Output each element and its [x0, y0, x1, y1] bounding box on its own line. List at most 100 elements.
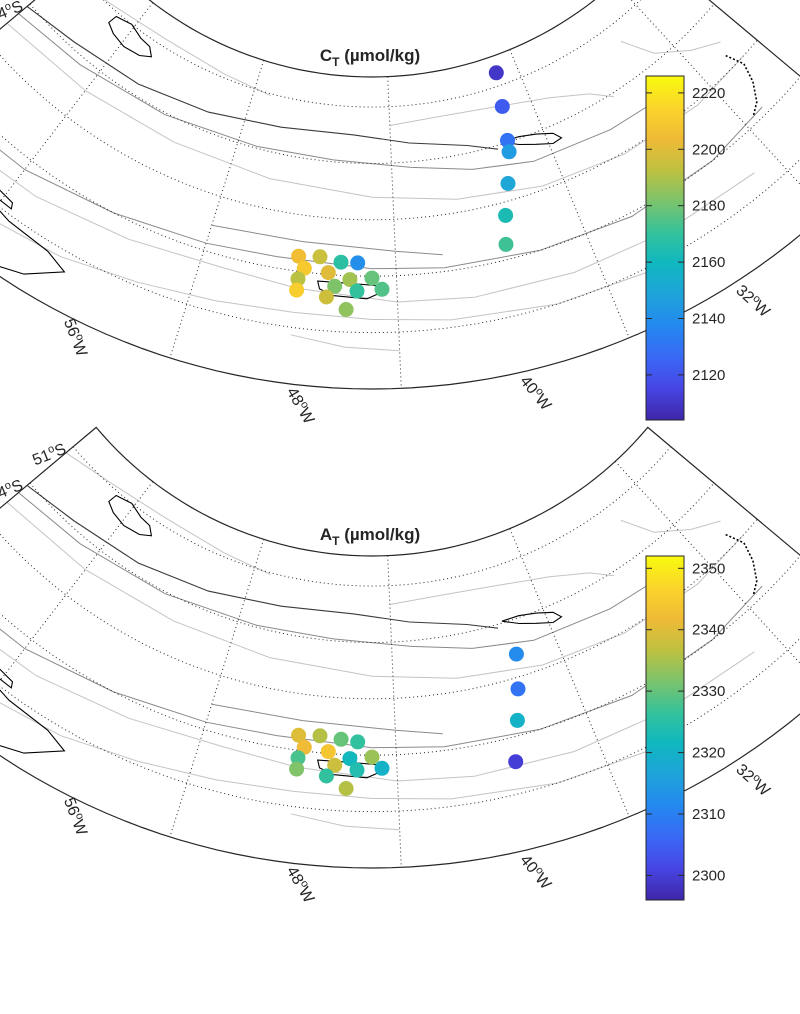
station-marker [289, 282, 305, 298]
longitude-gridline [0, 2, 154, 203]
longitude-label: 40oW [516, 851, 556, 894]
station-marker [364, 270, 380, 286]
bathymetry-contour [18, 492, 664, 649]
latitude-labels: 51oS54oS57oS60oS63oS66oS [0, 441, 69, 506]
longitude-gridline [0, 481, 154, 682]
colorbar-tick-label: 2320 [692, 745, 725, 762]
station-marker [312, 249, 328, 265]
colorbar-tick-label: 2120 [692, 367, 725, 384]
station-marker [289, 761, 305, 777]
colorbar-tick-label: 2330 [692, 683, 725, 700]
station-marker [349, 762, 365, 778]
latitude-gridline [29, 482, 715, 644]
station-marker [349, 283, 365, 299]
station-marker [320, 265, 336, 281]
latitude-gridline [102, 0, 642, 108]
antarctic-peninsula [0, 210, 66, 275]
colorbar-tick-label: 2350 [692, 560, 725, 577]
station-marker [374, 281, 390, 297]
south-georgia [501, 132, 563, 146]
longitude-label: 32oW [732, 760, 774, 801]
bathymetry-contour [0, 169, 755, 303]
bathymetry-contour [65, 452, 271, 576]
south-sandwich-islands [725, 533, 758, 595]
colorbar-tick-label: 2200 [692, 141, 725, 158]
antarctic-peninsula [0, 689, 66, 754]
longitude-label: 32oW [732, 281, 774, 322]
south-shetland-islands [0, 668, 14, 689]
station-marker [291, 248, 307, 264]
station-marker [498, 236, 514, 252]
colorbar: 2300 2310 2320 2330 2340 2350 [645, 555, 725, 901]
station-marker [338, 781, 354, 796]
panel-title: CT (µmol/kg) [320, 46, 420, 69]
station-marker [501, 144, 517, 160]
longitude-gridline [169, 60, 265, 359]
map-panel-at: AT (µmol/kg) 51oS54oS57oS60oS63oS66oS 64… [0, 426, 800, 907]
longitude-label: 40oW [516, 372, 556, 415]
colorbar-tick-label: 2300 [692, 867, 725, 884]
falkland-islands [108, 494, 153, 537]
station-marker [510, 681, 526, 697]
station-marker [364, 749, 380, 765]
longitude-gridline [509, 49, 630, 338]
station-marker [333, 254, 349, 270]
longitude-gridline [169, 539, 265, 838]
station-marker [318, 768, 334, 784]
bathymetry-contour [290, 334, 400, 352]
longitude-gridline [614, 461, 800, 664]
station-marker [320, 744, 336, 760]
station-marker [342, 751, 358, 767]
latitude-gridline [72, 446, 672, 587]
longitude-label: 56oW [60, 795, 92, 839]
station-marker [374, 760, 390, 776]
colorbar-tick-label: 2220 [692, 85, 725, 102]
station-marker [290, 750, 306, 766]
latitude-label: 54oS [0, 475, 25, 506]
map-panel-ct: CT (µmol/kg) 51oS54oS57oS60oS63oS66oS 64… [0, 0, 800, 428]
bathymetry-contour [620, 519, 721, 533]
bathymetry-contour [620, 40, 721, 54]
latitude-label: 54oS [0, 0, 25, 27]
longitude-label: 48oW [283, 384, 319, 428]
station-marker [508, 646, 524, 662]
latitude-gridline [29, 3, 715, 165]
bathymetry-contour [211, 224, 443, 256]
latitude-gridline [0, 39, 758, 221]
map-frame [0, 426, 800, 869]
station-marker [500, 176, 516, 191]
bathymetry-contour [0, 223, 660, 321]
station-marker [318, 289, 334, 305]
bathymetry-contour [290, 813, 400, 831]
map-frame [0, 0, 800, 390]
station-marker [342, 272, 358, 288]
station-marker [509, 712, 525, 728]
panel-title: AT (µmol/kg) [320, 525, 420, 548]
longitude-label: 56oW [60, 316, 92, 360]
longitude-label: 48oW [283, 863, 319, 907]
colorbar-gradient [645, 555, 685, 901]
colorbar: 2120 2140 2160 2180 2200 2220 [645, 75, 725, 421]
bathymetry-contour [18, 13, 664, 170]
bathymetry-contour [0, 702, 660, 800]
latitude-labels: 51oS54oS57oS60oS63oS66oS [0, 0, 25, 27]
bathymetry-contour [0, 648, 755, 782]
bathymetry-contour [26, 484, 499, 629]
station-marker [350, 255, 366, 271]
longitude-gridline [509, 528, 630, 817]
station-marker [350, 734, 366, 750]
colorbar-gradient [645, 75, 685, 421]
station-marker [488, 65, 504, 81]
station-marker [290, 271, 306, 287]
bathymetry-contour [389, 572, 614, 605]
bathymetry-contour [26, 5, 499, 150]
station-marker [498, 207, 514, 223]
latitude-gridline [0, 518, 758, 700]
colorbar-tick-label: 2310 [692, 806, 725, 823]
station-marker [327, 757, 343, 773]
south-georgia [501, 611, 563, 625]
colorbar-tick-label: 2140 [692, 311, 725, 328]
south-sandwich-islands [725, 54, 758, 116]
station-marker [312, 728, 328, 744]
station-marker [327, 278, 343, 294]
